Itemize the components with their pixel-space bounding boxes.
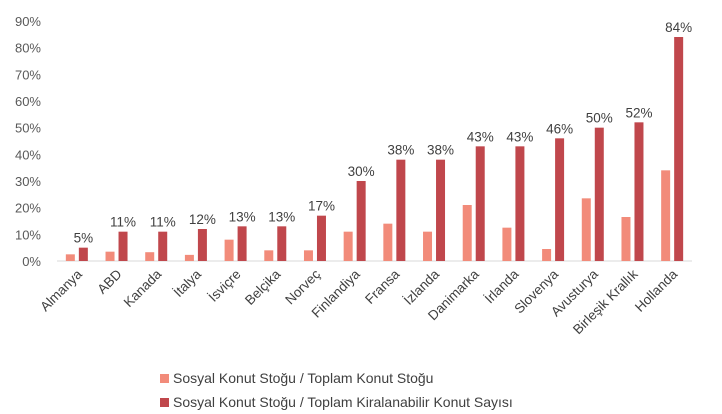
bar-series-1 — [264, 250, 274, 261]
legend-label-series-2: Sosyal Konut Stoğu / Toplam Kiralanabili… — [173, 394, 513, 410]
data-label: 13% — [268, 209, 295, 224]
bar-series-1 — [462, 205, 472, 261]
bar-series-2 — [197, 229, 207, 261]
data-label: 52% — [625, 105, 652, 120]
data-labels-group: 5% 11% 11% 12% 13% 13% 17% 30% 38% 38% 43% 43% 46% 50… — [74, 20, 693, 246]
y-tick-label: 20% — [15, 201, 41, 216]
data-label: 5% — [74, 231, 94, 246]
legend-item-series-1: Sosyal Konut Stoğu / Toplam Konut Stoğu — [160, 366, 513, 390]
legend-item-series-2: Sosyal Konut Stoğu / Toplam Kiralanabili… — [160, 390, 513, 414]
data-label: 50% — [586, 111, 613, 126]
x-category-label: İtalya — [171, 266, 205, 300]
bar-series-1 — [383, 223, 393, 261]
bar-series-1 — [621, 217, 631, 261]
legend-swatch-series-2 — [160, 397, 169, 407]
bar-series-2 — [237, 226, 247, 261]
x-category-label: Almanya — [37, 266, 85, 314]
y-tick-label: 80% — [15, 41, 41, 56]
bar-series-2 — [396, 159, 406, 261]
bar-series-1 — [105, 251, 115, 261]
legend-label-series-1: Sosyal Konut Stoğu / Toplam Konut Stoğu — [173, 370, 434, 386]
data-label: 38% — [427, 143, 454, 158]
bar-series-2 — [277, 226, 287, 261]
bar-series-1 — [343, 231, 353, 261]
bar-series-2 — [475, 146, 485, 261]
bar-series-2 — [634, 122, 644, 261]
x-category-label: Hollanda — [632, 266, 681, 315]
data-label: 30% — [348, 164, 375, 179]
y-tick-label: 90% — [15, 14, 41, 29]
legend-swatch-series-1 — [160, 373, 169, 383]
x-category-label: Fransa — [362, 266, 403, 307]
data-label: 43% — [467, 129, 494, 144]
x-category-label: İsviçre — [206, 267, 244, 305]
x-category-label: Belçika — [242, 266, 284, 308]
bar-series-1 — [423, 231, 433, 261]
bar-series-1 — [542, 249, 552, 261]
bar-series-2 — [356, 181, 366, 261]
y-tick-label: 30% — [15, 174, 41, 189]
bar-series-1 — [303, 250, 313, 261]
bar-series-2 — [436, 159, 446, 261]
bar-series-2 — [555, 138, 565, 261]
bar-series-2 — [158, 231, 168, 261]
data-label: 46% — [546, 121, 573, 136]
bar-series-1 — [224, 239, 234, 261]
x-category-label: ABD — [94, 266, 124, 296]
y-tick-label: 0% — [22, 254, 41, 269]
bar-series-1 — [581, 198, 591, 261]
y-tick-label: 10% — [15, 227, 41, 242]
y-axis: 0% 10% 20% 30% 40% 50% 60% 70% 80% 90% — [15, 14, 41, 269]
data-label: 13% — [229, 209, 256, 224]
data-label: 12% — [189, 212, 216, 227]
bar-series-2 — [674, 37, 684, 261]
bar-series-1 — [184, 254, 194, 261]
bar-series-1 — [65, 254, 75, 261]
bar-series-1 — [661, 170, 671, 261]
data-label: 84% — [665, 20, 692, 35]
y-tick-label: 70% — [15, 67, 41, 82]
bar-series-2 — [78, 247, 88, 261]
y-tick-label: 60% — [15, 94, 41, 109]
y-tick-label: 40% — [15, 147, 41, 162]
bar-series-1 — [145, 252, 155, 261]
data-label: 43% — [506, 129, 533, 144]
bar-series-2 — [316, 215, 326, 261]
y-tick-label: 50% — [15, 121, 41, 136]
data-label: 17% — [308, 199, 335, 214]
bar-series-2 — [594, 127, 604, 262]
x-category-label: Kanada — [121, 266, 165, 310]
bar-series-2 — [118, 231, 128, 261]
legend: Sosyal Konut Stoğu / Toplam Konut Stoğu … — [160, 366, 513, 414]
data-label: 38% — [387, 143, 414, 158]
bar-series-2 — [515, 146, 525, 261]
data-label: 11% — [110, 215, 136, 230]
bars-group — [65, 37, 684, 262]
bar-series-1 — [502, 227, 512, 261]
data-label: 11% — [150, 215, 176, 230]
